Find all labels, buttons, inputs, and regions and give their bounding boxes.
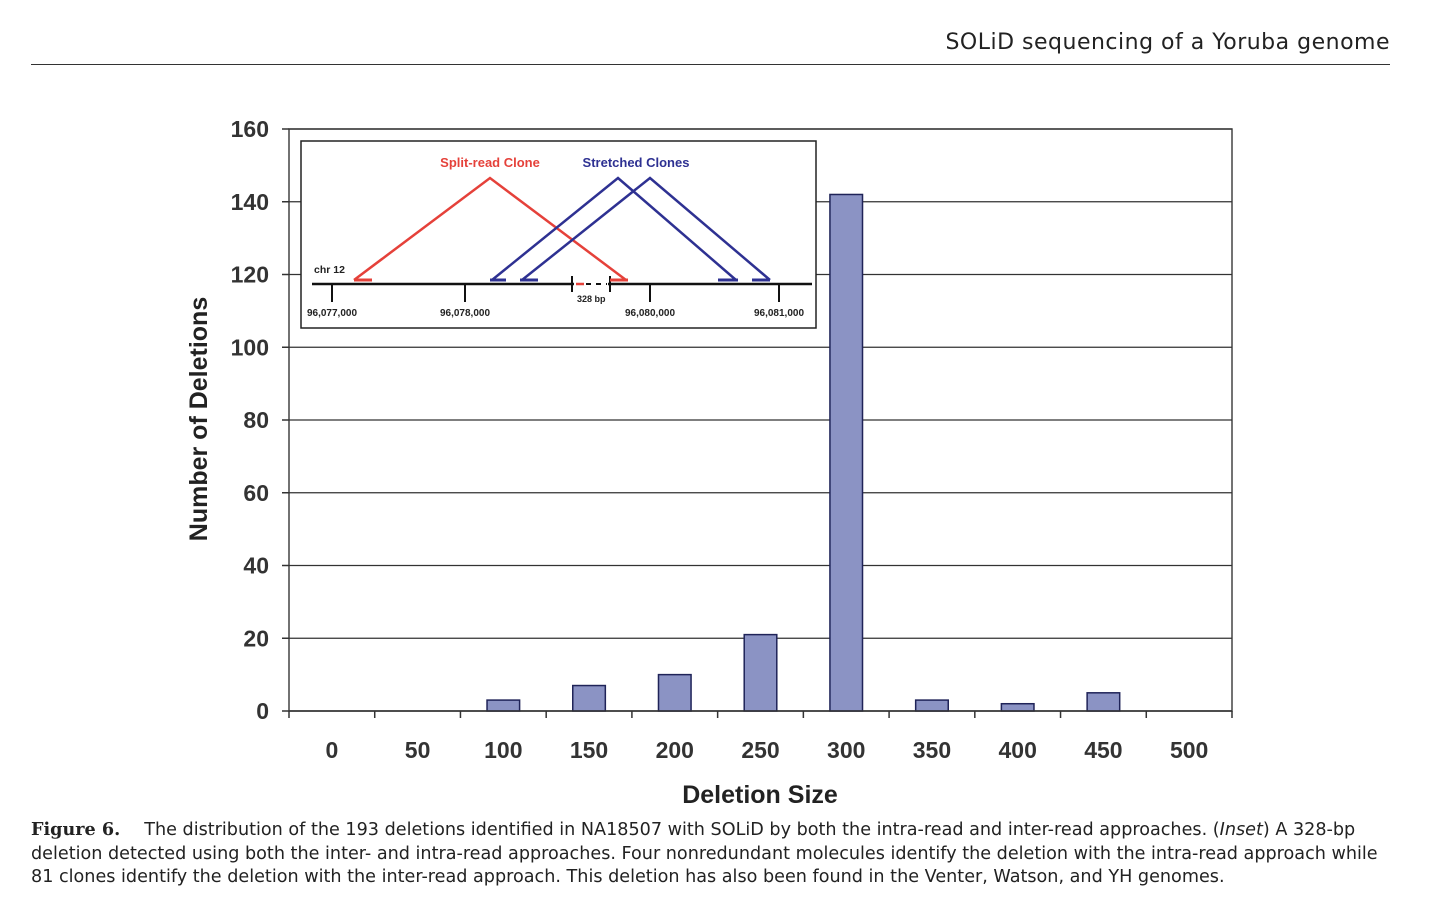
bar-200 bbox=[657, 673, 692, 712]
position-label: 96,077,000 bbox=[307, 308, 357, 319]
position-label: 96,080,000 bbox=[625, 308, 675, 319]
inset-frame bbox=[300, 140, 817, 329]
x-tick-label: 0 bbox=[325, 737, 338, 763]
chromosome-label: chr 12 bbox=[314, 264, 345, 276]
figure-caption: Figure 6. The distribution of the 193 del… bbox=[31, 818, 1391, 890]
stretched-clone-2 bbox=[521, 176, 771, 281]
x-tick-label: 250 bbox=[741, 737, 779, 763]
inset-diagram: chr 12 96,077,000 96,078,000 96,080,000 96,… bbox=[300, 140, 817, 329]
header-rule bbox=[31, 64, 1390, 65]
caption-inset-word: Inset bbox=[1219, 820, 1263, 840]
y-tick-label: 0 bbox=[256, 698, 269, 724]
position-label: 96,078,000 bbox=[440, 308, 490, 319]
y-axis-label: Number of Deletions bbox=[185, 297, 213, 541]
x-tick-label: 100 bbox=[484, 737, 522, 763]
y-tick-label: 20 bbox=[243, 625, 269, 651]
x-tick-label: 450 bbox=[1084, 737, 1122, 763]
bar-350 bbox=[914, 699, 949, 712]
x-tick-label: 200 bbox=[656, 737, 694, 763]
y-tick-label: 100 bbox=[231, 334, 269, 360]
y-tick-label: 140 bbox=[231, 189, 269, 215]
bar-300 bbox=[829, 193, 864, 712]
x-tick-label: 500 bbox=[1170, 737, 1208, 763]
bar-250 bbox=[743, 633, 778, 712]
figure-label: Figure 6. bbox=[31, 819, 121, 840]
bar-150 bbox=[572, 684, 607, 712]
x-axis-label: Deletion Size bbox=[682, 781, 838, 809]
position-ticks: 96,077,000 96,078,000 96,080,000 96,081,000 bbox=[307, 284, 804, 319]
x-tick-label: 150 bbox=[570, 737, 608, 763]
bar-400 bbox=[1000, 702, 1035, 712]
bar-450 bbox=[1086, 692, 1121, 712]
y-tick-label: 80 bbox=[243, 407, 269, 433]
y-axis-ticks: 0 20 40 60 80 100 120 140 160 bbox=[231, 116, 289, 724]
split-read-clone bbox=[353, 176, 627, 281]
y-tick-label: 40 bbox=[243, 553, 269, 579]
running-header: SOLiD sequencing of a Yoruba genome bbox=[945, 30, 1390, 55]
caption-text-1: The distribution of the 193 deletions id… bbox=[144, 820, 1220, 840]
x-axis-ticks: 0 50 100 150 200 250 300 350 400 450 500 bbox=[288, 710, 1233, 763]
x-tick-label: 350 bbox=[913, 737, 951, 763]
y-tick-label: 60 bbox=[243, 480, 269, 506]
y-tick-label: 120 bbox=[231, 262, 269, 288]
bars bbox=[486, 193, 1121, 712]
stretched-clone-1 bbox=[491, 176, 737, 281]
bar-100 bbox=[486, 699, 521, 712]
deletion-size-label: 328 bp bbox=[577, 294, 606, 304]
caption-text-2: ) A 328-bp deletion detected using both … bbox=[31, 820, 1378, 887]
split-read-label: Split-read Clone bbox=[440, 155, 540, 170]
position-label: 96,081,000 bbox=[754, 308, 804, 319]
x-tick-label: 300 bbox=[827, 737, 865, 763]
x-tick-label: 50 bbox=[405, 737, 431, 763]
x-tick-label: 400 bbox=[998, 737, 1036, 763]
deletion-size-chart: 0 20 40 60 80 100 120 140 160 0 50 100 150 200 250 300… bbox=[185, 116, 1233, 809]
stretched-clones-label: Stretched Clones bbox=[583, 155, 690, 170]
y-tick-label: 160 bbox=[231, 116, 269, 142]
